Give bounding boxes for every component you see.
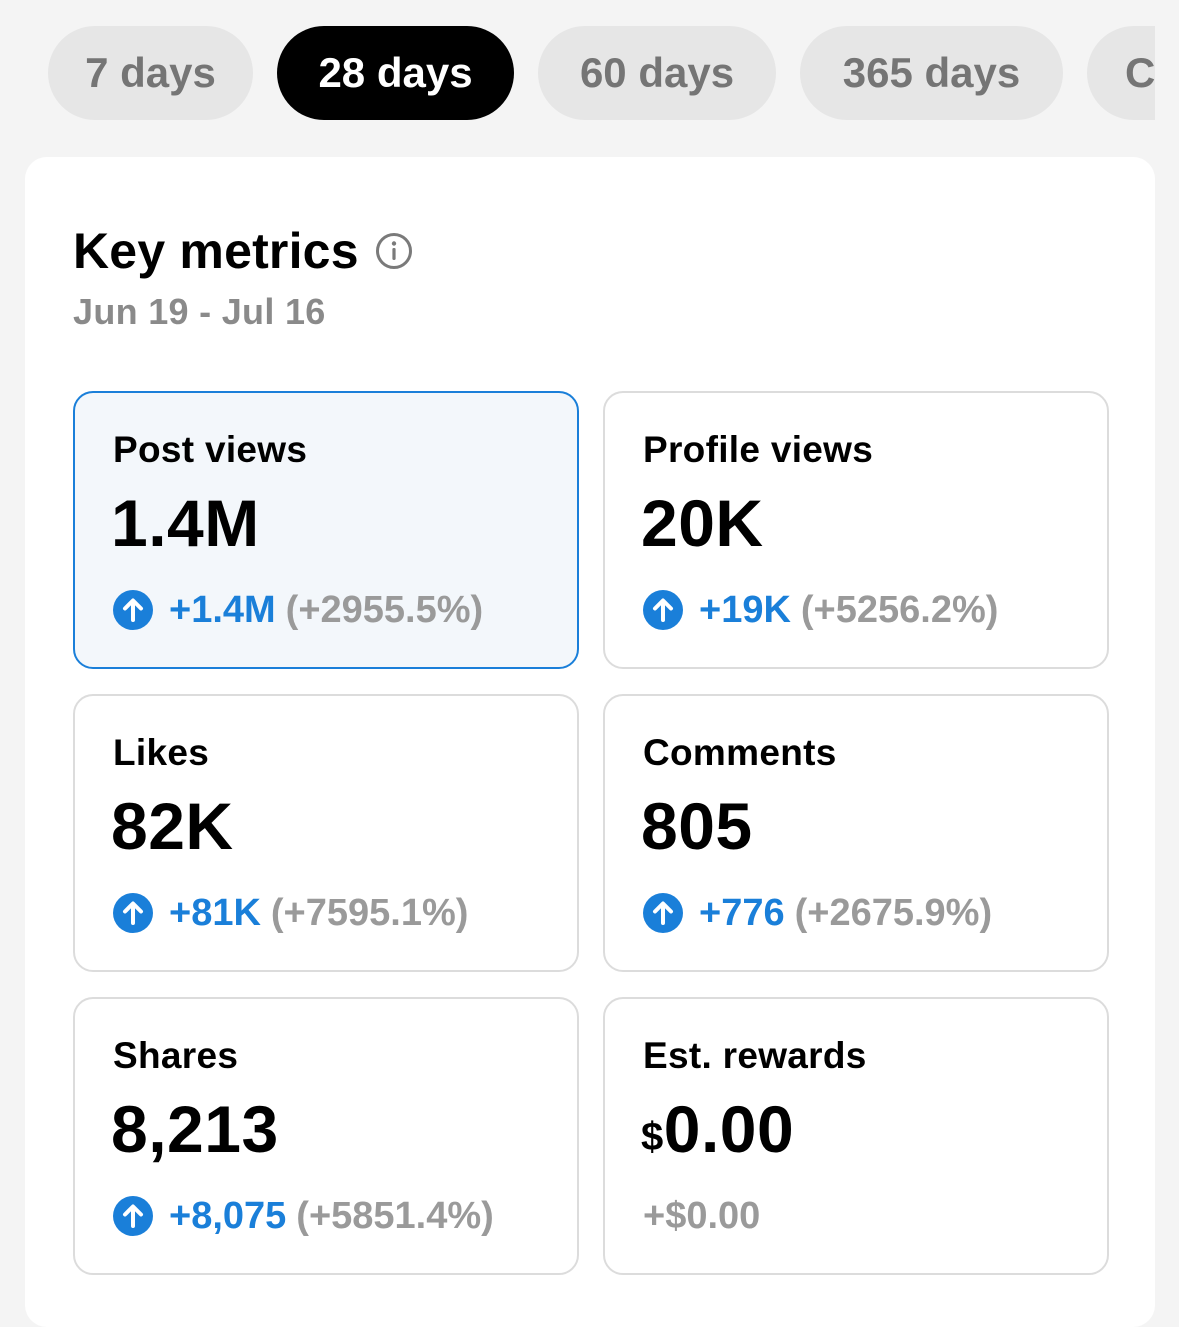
arrow-up-circle-icon [113, 893, 153, 933]
arrow-up-circle-icon [113, 1196, 153, 1236]
metric-change: +8,075 (+5851.4%) [113, 1195, 494, 1237]
metric-delta: +1.4M [169, 588, 276, 631]
key-metrics-card: Key metrics Jun 19 - Jul 16 Post views 1… [25, 157, 1155, 1327]
metric-label: Shares [113, 1035, 239, 1076]
metric-tile-profile-views[interactable]: Profile views 20K +19K (+5256.2%) [603, 391, 1109, 669]
tab-60-days[interactable]: 60 days [538, 26, 776, 120]
info-icon[interactable] [375, 232, 413, 270]
metric-value: $0.00 [641, 1091, 794, 1167]
rewards-amount: 0.00 [663, 1092, 795, 1166]
metric-percent: (+5256.2%) [800, 588, 999, 631]
metric-label: Post views [113, 429, 308, 470]
metric-change: +1.4M (+2955.5%) [113, 589, 483, 631]
metric-change: +$0.00 [643, 1195, 760, 1237]
metric-tile-post-views[interactable]: Post views 1.4M +1.4M (+2955.5%) [73, 391, 579, 669]
currency-symbol: $ [641, 1115, 664, 1159]
tab-28-days[interactable]: 28 days [277, 26, 514, 120]
metric-delta: +19K [699, 588, 791, 631]
metric-value: 20K [641, 486, 764, 560]
metric-percent: (+5851.4%) [296, 1194, 494, 1237]
metric-label: Profile views [643, 429, 874, 470]
tab-7-days[interactable]: 7 days [48, 26, 253, 120]
metric-delta: +8,075 [169, 1194, 287, 1237]
metric-change: +19K (+5256.2%) [643, 589, 998, 631]
metric-change: +776 (+2675.9%) [643, 892, 992, 934]
metric-delta: +776 [699, 891, 785, 934]
metric-value: 1.4M [111, 486, 260, 560]
metric-tile-est-rewards[interactable]: Est. rewards $0.00 +$0.00 [603, 997, 1109, 1275]
metric-tile-likes[interactable]: Likes 82K +81K (+7595.1%) [73, 694, 579, 972]
metric-value: 8,213 [111, 1092, 279, 1166]
date-range-label: Jun 19 - Jul 16 [73, 291, 326, 332]
metric-delta: +81K [169, 891, 261, 934]
metric-label: Comments [643, 732, 837, 773]
key-metrics-title: Key metrics [73, 223, 359, 279]
metric-percent: (+2955.5%) [285, 588, 484, 631]
metric-delta: +$0.00 [643, 1194, 761, 1237]
tab-365-days[interactable]: 365 days [800, 26, 1063, 120]
arrow-up-circle-icon [113, 590, 153, 630]
metric-percent: (+7595.1%) [270, 891, 469, 934]
arrow-up-circle-icon [643, 893, 683, 933]
metric-percent: (+2675.9%) [794, 891, 993, 934]
metric-value: 805 [641, 789, 753, 863]
metric-value: 82K [111, 789, 234, 863]
metric-label: Likes [113, 732, 210, 773]
metric-tile-shares[interactable]: Shares 8,213 +8,075 (+5851.4%) [73, 997, 579, 1275]
arrow-up-circle-icon [643, 590, 683, 630]
metric-label: Est. rewards [643, 1035, 867, 1076]
key-metrics-header: Key metrics [73, 219, 413, 283]
date-range-tabs: 7 days 28 days 60 days 365 days C [0, 0, 1155, 145]
tab-custom[interactable]: C [1087, 26, 1155, 120]
metric-tile-comments[interactable]: Comments 805 +776 (+2675.9%) [603, 694, 1109, 972]
metric-change: +81K (+7595.1%) [113, 892, 468, 934]
